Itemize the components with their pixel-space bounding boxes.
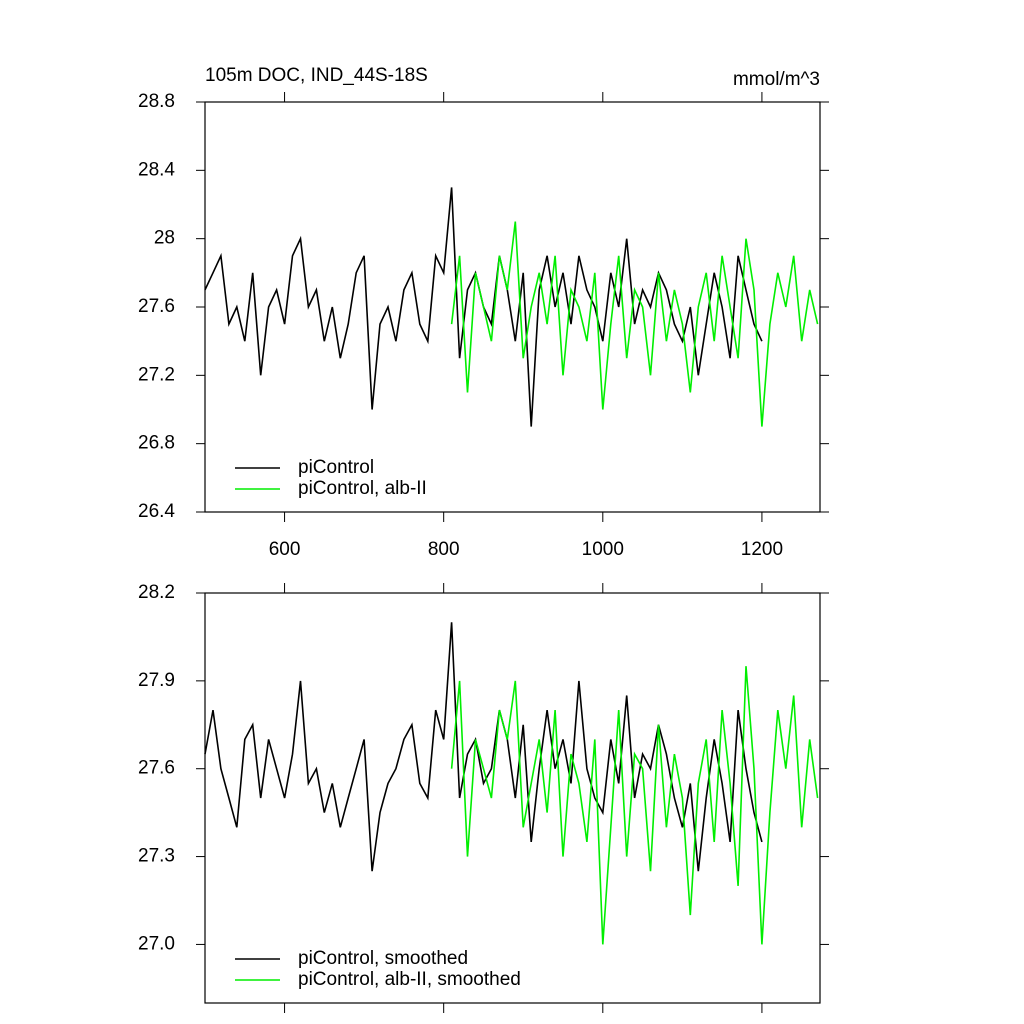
legend-label: piControl, alb-II [298, 478, 427, 499]
x-tick-label: 600 [269, 539, 301, 560]
data-line [450, 666, 819, 945]
x-tick-label: 800 [428, 539, 460, 560]
y-tick-label: 28 [154, 228, 175, 249]
y-tick-label: 27.2 [138, 364, 175, 385]
data-line [450, 221, 819, 427]
plot-frame [204, 592, 821, 1004]
units-label: mmol/m^3 [733, 69, 820, 90]
y-tick-label: 27.0 [138, 933, 175, 954]
y-tick-label: 28.2 [138, 582, 175, 603]
x-tick-label: 1200 [741, 539, 783, 560]
x-tick-label: 1000 [582, 539, 624, 560]
chart-title: 105m DOC, IND_44S-18S [205, 65, 428, 86]
plot-frame [204, 101, 821, 513]
y-tick-label: 27.6 [138, 758, 175, 779]
y-tick-label: 27.9 [138, 670, 175, 691]
y-tick-label: 26.4 [138, 501, 175, 522]
y-tick-label: 26.8 [138, 433, 175, 454]
legend-label: piControl, alb-II, smoothed [298, 969, 521, 990]
y-tick-label: 28.8 [138, 91, 175, 112]
y-tick-label: 28.4 [138, 159, 175, 180]
legend-label: piControl, smoothed [298, 948, 468, 969]
y-tick-label: 27.3 [138, 846, 175, 867]
data-line [204, 622, 763, 872]
y-tick-label: 27.6 [138, 296, 175, 317]
legend-label: piControl [298, 457, 374, 478]
